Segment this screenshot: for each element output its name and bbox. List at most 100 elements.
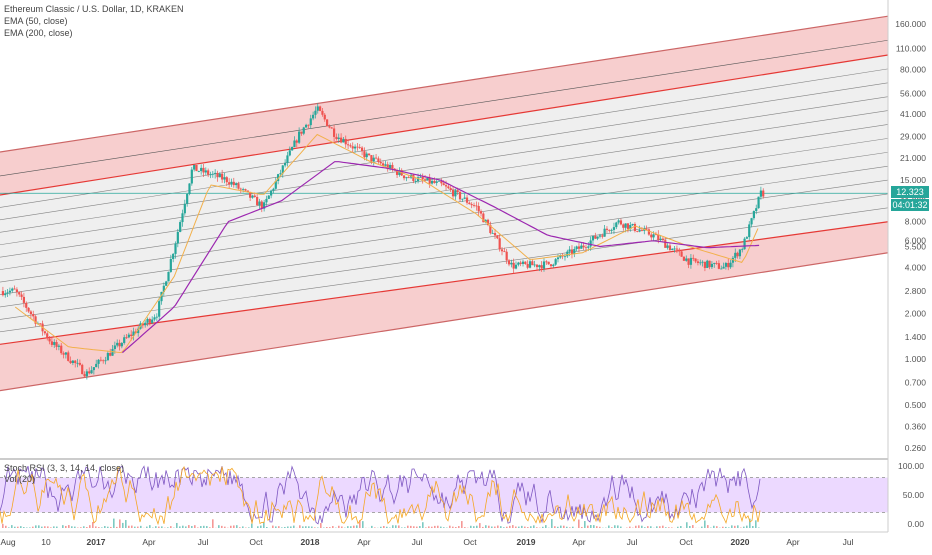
- candle-body: [464, 198, 466, 199]
- candle-body: [356, 147, 358, 148]
- volume-bar: [380, 527, 382, 528]
- time-axis-tick-label: Jul: [412, 537, 423, 547]
- price-axis-tick-label: 0.360: [905, 421, 927, 431]
- volume-bar: [116, 527, 118, 528]
- volume-bar: [2, 524, 4, 528]
- chart-title: Ethereum Classic / U.S. Dollar, 1D, KRAK…: [4, 4, 184, 14]
- candle-body: [755, 208, 757, 211]
- volume-bar: [611, 527, 613, 528]
- candle-body: [613, 227, 615, 230]
- candle-body: [667, 245, 669, 247]
- volume-bar: [704, 520, 706, 528]
- candle-body: [30, 311, 32, 314]
- volume-bar: [206, 526, 208, 528]
- candle-body: [109, 353, 111, 356]
- candle-body: [300, 132, 302, 134]
- volume-bar: [488, 526, 490, 528]
- candle-body: [375, 158, 377, 159]
- volume-bar: [62, 525, 64, 528]
- volume-bar: [50, 527, 52, 528]
- price-axis-tick-label: 29.000: [900, 132, 926, 142]
- volume-bar: [557, 527, 559, 528]
- volume-bar: [494, 527, 496, 528]
- candle-body: [459, 192, 461, 199]
- volume-bar: [305, 526, 307, 528]
- candle-body: [475, 206, 477, 207]
- volume-bar: [11, 525, 13, 528]
- candle-body: [321, 111, 323, 115]
- volume-bar: [401, 527, 403, 528]
- volume-bar: [440, 527, 442, 528]
- ema50-legend[interactable]: EMA (50, close): [4, 16, 68, 26]
- candle-body: [426, 178, 428, 181]
- volume-bar: [725, 527, 727, 528]
- candle-body: [48, 338, 50, 341]
- candle-body: [522, 262, 524, 264]
- candle-body: [235, 183, 237, 185]
- candle-body: [368, 154, 370, 155]
- volume-bar: [242, 526, 244, 528]
- candle-body: [69, 361, 71, 363]
- ema200-legend[interactable]: EMA (200, close): [4, 28, 73, 38]
- candle-body: [72, 361, 74, 363]
- candle-body: [438, 181, 440, 182]
- candle-body: [461, 199, 463, 200]
- volume-bar: [422, 522, 424, 528]
- candle-body: [391, 165, 393, 169]
- time-axis-tick-label: Apr: [142, 537, 155, 547]
- volume-bar: [758, 527, 760, 528]
- candle-body: [172, 254, 174, 259]
- stoch-axis-tick-label: 50.00: [903, 490, 925, 500]
- candle-body: [90, 370, 92, 373]
- candle-body: [326, 119, 328, 126]
- candle-body: [680, 251, 682, 256]
- volume-bar: [416, 527, 418, 528]
- volume-bar: [518, 527, 520, 528]
- time-axis-tick-label: Jul: [198, 537, 209, 547]
- stoch-axis-tick-label: 0.00: [907, 519, 924, 529]
- stoch-axis-tick-label: 100.00: [898, 461, 924, 471]
- volume-bar: [500, 526, 502, 528]
- time-axis-tick-label: Oct: [679, 537, 693, 547]
- volume-bar: [134, 527, 136, 528]
- volume-bar: [83, 526, 85, 528]
- volume-bar: [17, 527, 19, 528]
- candle-body: [366, 154, 368, 158]
- candle-body: [594, 236, 596, 239]
- candle-body: [760, 191, 762, 197]
- volume-bar: [110, 527, 112, 528]
- candle-body: [221, 174, 223, 180]
- candle-body: [151, 320, 153, 323]
- candle-body: [457, 190, 459, 192]
- volume-bar: [158, 527, 160, 528]
- volume-bar: [257, 526, 259, 528]
- candle-body: [492, 233, 494, 234]
- candle-body: [79, 363, 81, 365]
- stoch-rsi-legend[interactable]: Stoch RSI (3, 3, 14, 14, close): [4, 463, 124, 473]
- volume-bar: [131, 526, 133, 528]
- candle-body: [499, 238, 501, 249]
- candle-body: [548, 262, 550, 265]
- volume-bar: [560, 526, 562, 528]
- volume-bar: [212, 519, 214, 528]
- candle-body: [611, 230, 613, 231]
- candle-body: [363, 151, 365, 157]
- candle-body: [123, 337, 125, 343]
- candle-body: [674, 249, 676, 250]
- volume-bar: [506, 527, 508, 528]
- volume-bar: [350, 526, 352, 528]
- candle-body: [270, 191, 272, 196]
- candle-body: [627, 223, 629, 228]
- candle-body: [104, 360, 106, 361]
- candle-body: [107, 353, 109, 360]
- volume-bar: [545, 525, 547, 528]
- time-axis-tick-label: 2017: [87, 537, 106, 547]
- candle-body: [4, 293, 6, 295]
- volume-bar: [536, 527, 538, 528]
- volume-bar: [578, 520, 580, 528]
- candle-body: [408, 177, 410, 178]
- volume-legend[interactable]: Vol (20): [4, 474, 35, 484]
- volume-bar: [248, 527, 250, 528]
